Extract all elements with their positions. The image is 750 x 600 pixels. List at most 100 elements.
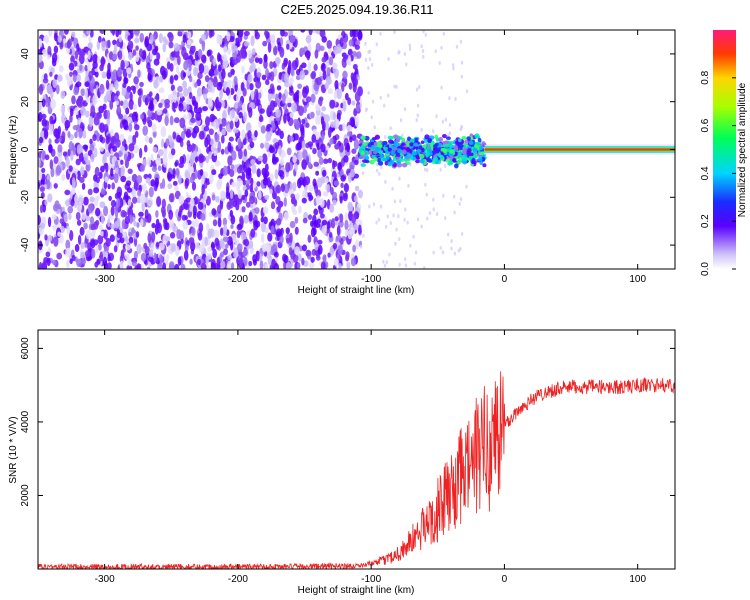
noise-cell: [46, 54, 51, 60]
noise-cell: [82, 129, 87, 139]
noise-cell: [315, 103, 321, 112]
noise-cell: [201, 33, 207, 42]
noise-cell: [288, 135, 294, 142]
noise-cell: [48, 144, 53, 154]
noise-cell: [154, 177, 160, 187]
noise-cell: [329, 99, 336, 109]
noise-cell: [188, 64, 192, 72]
noise-cell: [420, 128, 423, 133]
noise-cell: [443, 163, 447, 168]
noise-cell: [379, 204, 383, 209]
noise-cell: [115, 90, 120, 97]
noise-cell: [346, 131, 352, 137]
noise-cell: [230, 68, 235, 76]
noise-cell: [341, 82, 345, 92]
noise-cell: [341, 52, 347, 58]
noise-cell: [416, 217, 420, 222]
noise-cell: [448, 122, 452, 127]
noise-cell: [301, 118, 306, 125]
noise-cell: [194, 218, 199, 228]
noise-cell: [89, 138, 93, 145]
noise-cell: [196, 87, 203, 97]
noise-cell: [58, 65, 64, 73]
noise-cell: [254, 57, 260, 64]
noise-cell: [242, 87, 247, 97]
noise-cell: [69, 108, 74, 117]
noise-cell: [284, 72, 290, 84]
noise-cell: [180, 238, 184, 245]
noise-cell: [261, 74, 267, 81]
noise-cell: [392, 213, 395, 218]
signal-cell: [426, 157, 431, 162]
noise-cell: [448, 131, 452, 136]
noise-cell: [110, 83, 114, 91]
noise-cell: [143, 144, 148, 153]
noise-cell: [134, 124, 140, 131]
noise-cell: [106, 69, 112, 80]
figure-title: C2E5.2025.094.19.36.R11: [281, 2, 434, 17]
noise-cell: [237, 32, 243, 43]
noise-cell: [87, 42, 93, 49]
signal-cell: [401, 137, 406, 142]
noise-cell: [201, 184, 205, 195]
noise-cell: [177, 256, 182, 266]
noise-cell: [202, 87, 209, 95]
noise-cell: [99, 134, 103, 143]
noise-cell: [170, 84, 175, 92]
noise-cell: [228, 136, 234, 142]
signal-cell: [361, 159, 368, 163]
noise-cell: [305, 122, 310, 128]
noise-cell: [194, 169, 198, 180]
noise-cell: [439, 246, 442, 251]
signal-cell: [420, 158, 425, 164]
noise-cell: [313, 208, 319, 216]
noise-cell: [377, 217, 381, 222]
noise-cell: [298, 105, 304, 117]
signal-cell: [392, 156, 397, 162]
noise-cell: [105, 237, 111, 247]
noise-cell: [267, 91, 272, 102]
noise-cell: [149, 34, 154, 45]
noise-cell: [233, 75, 238, 86]
noise-cell: [302, 149, 308, 160]
noise-cell: [423, 266, 426, 269]
noise-cell: [110, 135, 117, 145]
noise-cell: [179, 92, 184, 98]
noise-cell: [438, 61, 441, 66]
noise-cell: [112, 53, 118, 61]
noise-cell: [128, 214, 134, 224]
noise-cell: [204, 75, 210, 83]
signal-cell: [435, 149, 440, 154]
signal-cell: [373, 157, 378, 162]
noise-cell: [177, 55, 181, 66]
noise-cell: [70, 55, 75, 64]
noise-cell: [164, 98, 170, 105]
noise-cell: [68, 165, 73, 172]
noise-cell: [327, 127, 332, 138]
noise-cell: [355, 104, 360, 112]
noise-cell: [246, 79, 250, 90]
noise-cell: [100, 231, 105, 237]
noise-cell: [92, 134, 97, 142]
noise-cell: [124, 215, 131, 225]
noise-cell: [205, 255, 209, 265]
noise-cell: [38, 111, 43, 122]
noise-cell: [217, 52, 221, 63]
noise-cell: [43, 128, 49, 140]
noise-cell: [333, 90, 338, 100]
noise-cell: [292, 253, 299, 263]
noise-cell: [286, 43, 290, 50]
noise-cell: [211, 194, 216, 201]
noise-cell: [441, 250, 445, 255]
noise-cell: [106, 109, 111, 120]
noise-cell: [339, 195, 343, 204]
x-tick-label: -300: [95, 274, 115, 285]
noise-cell: [236, 230, 241, 239]
noise-cell: [53, 183, 58, 189]
noise-cell: [350, 118, 355, 128]
noise-cell: [354, 77, 359, 86]
noise-cell: [79, 176, 85, 184]
noise-cell: [399, 199, 402, 204]
signal-cell: [439, 155, 444, 160]
noise-cell: [89, 143, 95, 152]
